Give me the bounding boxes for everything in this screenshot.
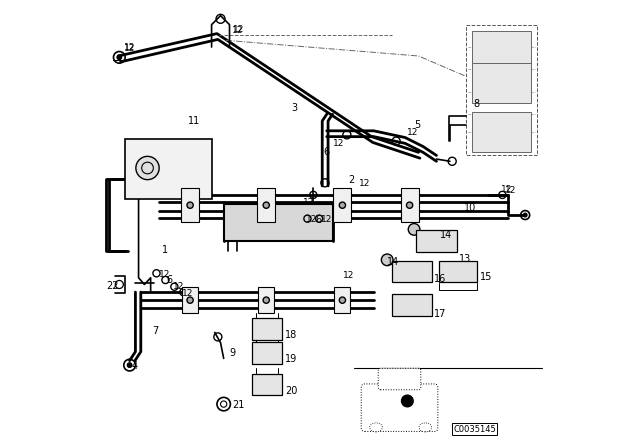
Text: 6: 6 [167, 276, 173, 285]
Bar [472, 31, 531, 63]
Circle shape [401, 395, 413, 407]
Bar [252, 318, 282, 340]
Text: 6: 6 [316, 215, 322, 224]
Bar [401, 188, 419, 222]
Bar [392, 294, 432, 316]
Circle shape [187, 202, 193, 208]
Text: 9: 9 [230, 348, 236, 358]
Text: 12: 12 [303, 198, 314, 207]
Text: 5: 5 [414, 121, 420, 130]
Bar [252, 342, 282, 364]
Text: 12: 12 [232, 26, 244, 35]
Text: 12: 12 [343, 271, 355, 280]
Bar [472, 63, 531, 103]
Bar [182, 287, 198, 313]
Circle shape [127, 363, 132, 367]
Text: 12: 12 [182, 289, 193, 298]
FancyBboxPatch shape [361, 384, 438, 431]
Text: 2: 2 [348, 175, 355, 185]
Text: 11: 11 [188, 116, 200, 126]
Text: 22: 22 [106, 281, 118, 291]
Text: 12: 12 [333, 139, 345, 148]
Text: 12: 12 [407, 128, 419, 137]
Circle shape [136, 156, 159, 180]
Text: 16: 16 [435, 274, 447, 284]
Text: 12: 12 [360, 179, 371, 188]
Text: 10: 10 [464, 203, 477, 213]
Circle shape [117, 55, 122, 60]
Bar [417, 230, 457, 252]
Circle shape [187, 297, 193, 303]
Bar [439, 261, 477, 282]
Text: 8: 8 [473, 99, 479, 109]
Text: 14: 14 [387, 257, 399, 267]
Circle shape [406, 202, 413, 208]
Text: 12: 12 [306, 215, 317, 224]
Text: 12: 12 [124, 44, 136, 53]
Text: 14: 14 [440, 230, 452, 240]
Bar [181, 188, 199, 222]
Bar [224, 204, 333, 241]
Bar [257, 188, 275, 222]
Bar [125, 139, 212, 199]
Text: 12: 12 [124, 43, 136, 52]
Circle shape [263, 297, 269, 303]
Circle shape [381, 254, 393, 266]
Bar [258, 287, 275, 313]
Text: 12: 12 [504, 186, 516, 195]
Text: 17: 17 [435, 310, 447, 319]
Text: 13: 13 [459, 254, 471, 264]
Text: 4: 4 [132, 361, 138, 371]
Text: 20: 20 [285, 386, 298, 396]
Circle shape [408, 224, 420, 235]
Bar [392, 261, 432, 282]
Circle shape [524, 213, 527, 217]
Ellipse shape [419, 423, 431, 432]
Text: 15: 15 [480, 272, 492, 282]
Bar [472, 112, 531, 152]
Text: 12: 12 [321, 215, 332, 224]
Circle shape [263, 202, 269, 208]
Text: 18: 18 [285, 330, 298, 340]
Text: 3: 3 [291, 103, 297, 112]
Ellipse shape [370, 423, 382, 432]
Text: 6: 6 [324, 147, 330, 157]
Bar [333, 188, 351, 222]
Text: 1: 1 [163, 245, 168, 255]
Text: 12: 12 [159, 270, 170, 279]
Text: 12: 12 [501, 185, 513, 194]
Circle shape [339, 202, 346, 208]
Circle shape [339, 297, 346, 303]
FancyBboxPatch shape [378, 368, 421, 390]
Bar [334, 287, 351, 313]
Text: 19: 19 [285, 354, 298, 364]
Text: 21: 21 [233, 401, 245, 410]
Text: 12: 12 [233, 25, 244, 34]
Text: 7: 7 [152, 326, 158, 336]
Text: 12: 12 [173, 282, 184, 291]
Text: C0035145: C0035145 [453, 425, 496, 434]
Bar [252, 374, 282, 395]
